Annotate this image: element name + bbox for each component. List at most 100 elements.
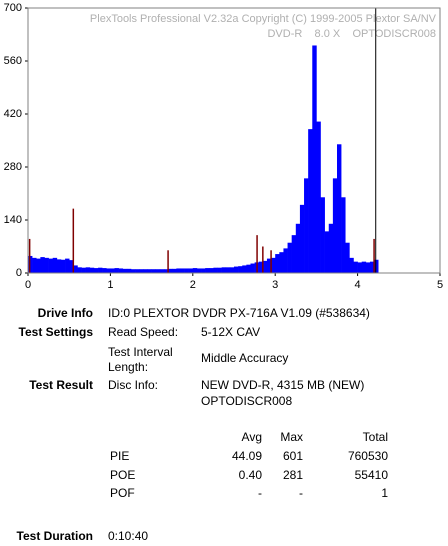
cell: 281 — [282, 467, 303, 482]
value: 5-12X CAV — [201, 325, 261, 339]
x-tick-label: 3 — [272, 279, 278, 291]
bar — [143, 269, 148, 273]
bar — [110, 268, 115, 273]
bar — [275, 254, 280, 273]
bar — [102, 268, 107, 273]
row-label: POF — [110, 486, 135, 500]
x-tick-label: 4 — [355, 279, 361, 291]
bar — [258, 261, 264, 273]
bar — [324, 231, 330, 273]
bar — [69, 260, 74, 273]
column-header: Total — [362, 430, 388, 444]
column-header: Avg — [241, 430, 262, 444]
cell: - — [299, 486, 303, 500]
bar — [229, 267, 235, 273]
bar — [345, 242, 350, 273]
bar — [118, 268, 124, 273]
bar — [234, 266, 239, 273]
bar — [205, 268, 210, 273]
y-tick-label: 560 — [4, 55, 22, 67]
bar — [188, 268, 194, 273]
bar — [283, 248, 288, 273]
bar — [287, 242, 292, 273]
bar — [246, 264, 251, 273]
bar — [56, 259, 62, 273]
cell: 55410 — [354, 467, 388, 482]
cell: 0.40 — [238, 467, 262, 482]
cell: 1 — [381, 486, 388, 500]
bar — [192, 268, 198, 273]
bar — [304, 178, 309, 273]
bar — [196, 268, 202, 273]
bar — [308, 129, 313, 273]
bar — [163, 269, 169, 273]
bar — [250, 263, 255, 273]
label: Drive Info — [37, 306, 93, 320]
bar — [299, 204, 305, 273]
bar — [374, 259, 379, 273]
bar — [361, 261, 367, 273]
value: ID:0 PLEXTOR DVDR PX-716A V1.09 (#538634… — [108, 306, 370, 320]
cell: 760530 — [347, 449, 388, 463]
bar — [357, 262, 363, 273]
bar — [320, 197, 325, 273]
bar — [209, 268, 214, 273]
label: Read Speed: — [108, 325, 179, 339]
bar — [291, 235, 297, 273]
bar — [147, 269, 152, 273]
bar — [176, 268, 181, 273]
y-tick-label: 700 — [4, 2, 22, 14]
bar — [81, 267, 86, 273]
value: NEW DVD-R, 4315 MB (NEW) — [201, 378, 365, 392]
bar — [316, 121, 321, 273]
value: OPTODISCR008 — [201, 394, 293, 408]
bar — [65, 258, 70, 273]
y-tick-label: 420 — [4, 108, 22, 120]
bar — [201, 268, 206, 273]
bar — [93, 268, 99, 273]
bar — [98, 267, 103, 273]
bar — [353, 261, 358, 273]
x-tick-label: 0 — [25, 279, 31, 291]
bar — [151, 269, 157, 273]
chart-title: PlexTools Professional V2.32a Copyright … — [90, 13, 437, 25]
bar — [52, 257, 58, 273]
bar — [295, 223, 301, 273]
bar — [44, 257, 49, 273]
bar — [155, 269, 161, 273]
bar — [131, 269, 136, 273]
chart: PlexTools Professional V2.32a Copyright … — [4, 2, 443, 291]
x-tick-label: 2 — [190, 279, 196, 291]
chart-subtitle: DVD-R 8.0 X OPTODISCR008 — [267, 28, 436, 40]
label: Test Settings — [18, 325, 93, 339]
cell: 601 — [282, 449, 303, 463]
row-label: POE — [110, 467, 136, 482]
y-tick-label: 0 — [16, 267, 22, 279]
bar — [172, 268, 177, 273]
cell: - — [258, 486, 262, 500]
bar — [180, 268, 185, 273]
bar — [60, 259, 66, 273]
bar — [126, 268, 132, 273]
bar — [40, 257, 45, 273]
bar — [271, 257, 276, 273]
label: Test Result — [29, 378, 93, 392]
bar — [337, 144, 342, 273]
row-label: PIE — [110, 449, 130, 463]
bar — [168, 268, 173, 273]
bar — [89, 267, 95, 273]
value: Middle Accuracy — [201, 351, 289, 365]
bar — [312, 45, 317, 273]
bar — [36, 258, 41, 273]
bar — [73, 265, 78, 273]
bar — [341, 197, 346, 273]
bar — [332, 178, 338, 273]
bar — [85, 267, 91, 273]
bar — [328, 223, 334, 273]
bar — [262, 260, 268, 273]
bar — [213, 267, 218, 273]
label: Test Interval Length: — [108, 345, 173, 374]
value: 0:10:40 — [108, 529, 149, 543]
y-tick-label: 140 — [4, 214, 22, 226]
